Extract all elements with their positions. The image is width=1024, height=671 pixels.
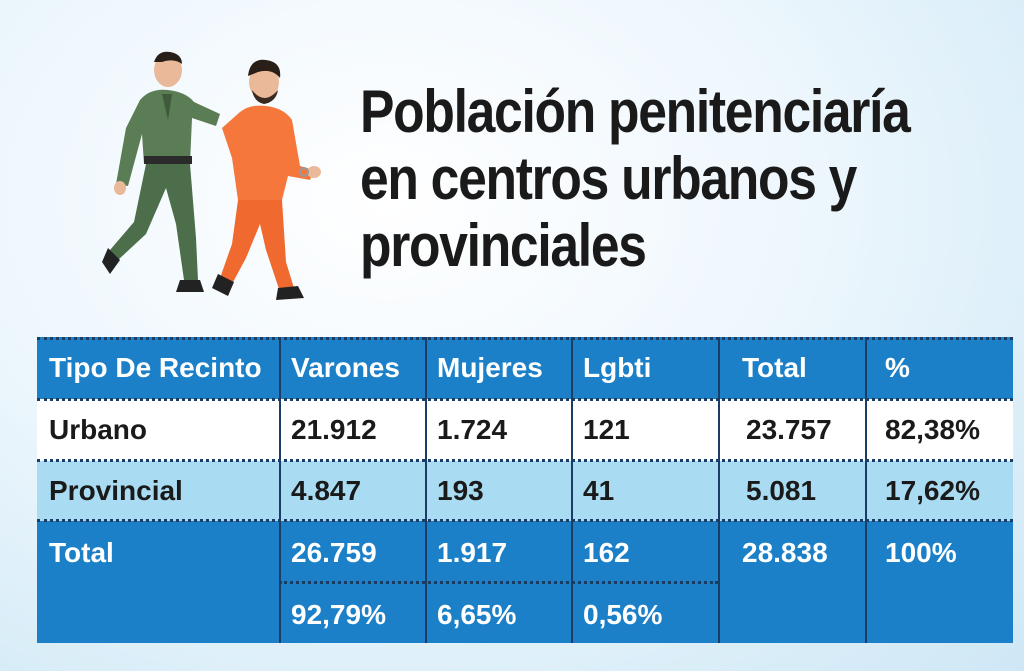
page-title: Población penitenciaría en centros urban… [360,78,919,279]
percent-mujeres: 6,65% [437,599,517,630]
prisoner-figure [212,59,321,300]
total-percent: 100% [885,537,957,568]
border-top [37,337,1013,340]
border-row2 [37,519,1013,522]
cell-lgbti: 41 [583,475,615,506]
title-line-1: Población penitenciaría [360,78,911,145]
guard-escorting-prisoner-illustration [102,51,321,300]
table-row-urbano: Urbano 21.912 1.724 121 23.757 82,38% [37,399,1013,461]
header-total: Total [742,352,807,383]
title-line-3: provinciales [360,212,647,279]
header-percent: % [885,352,910,383]
cell-mujeres: 1.724 [437,414,508,445]
table-row-provincial: Provincial 4.847 193 41 5.081 17,62% [37,461,1013,521]
total-varones: 26.759 [291,537,377,568]
header-tipo-de-recinto: Tipo De Recinto [49,352,262,383]
percent-lgbti: 0,56% [583,599,663,630]
percent-varones: 92,79% [291,599,386,630]
divider-col1 [279,337,281,643]
header-mujeres: Mujeres [437,352,543,383]
cell-lgbti: 121 [583,414,630,445]
total-lgbti: 162 [583,537,630,568]
guard-figure [102,51,220,292]
row-label: Urbano [49,414,147,445]
population-table: Tipo De Recinto Varones Mujeres Lgbti To… [37,337,1013,643]
border-row1 [37,459,1013,462]
header-varones: Varones [291,352,400,383]
divider-col4 [718,337,720,643]
divider-col3 [571,337,573,643]
divider-col2 [425,337,427,643]
total-total: 28.838 [742,537,828,568]
cell-varones: 21.912 [291,414,377,445]
table-header-row: Tipo De Recinto Varones Mujeres Lgbti To… [37,337,1013,399]
row-label: Total [49,537,114,568]
cell-percent: 17,62% [885,475,980,506]
cell-percent: 82,38% [885,414,980,445]
cell-total: 5.081 [746,475,817,506]
divider-col5 [865,337,867,643]
header-lgbti: Lgbti [583,352,652,383]
cell-varones: 4.847 [291,475,362,506]
border-header [37,398,1013,401]
border-total-split [279,581,718,584]
cell-total: 23.757 [746,414,832,445]
row-label: Provincial [49,475,183,506]
cell-mujeres: 193 [437,475,484,506]
total-mujeres: 1.917 [437,537,508,568]
title-line-2: en centros urbanos y [360,145,857,212]
